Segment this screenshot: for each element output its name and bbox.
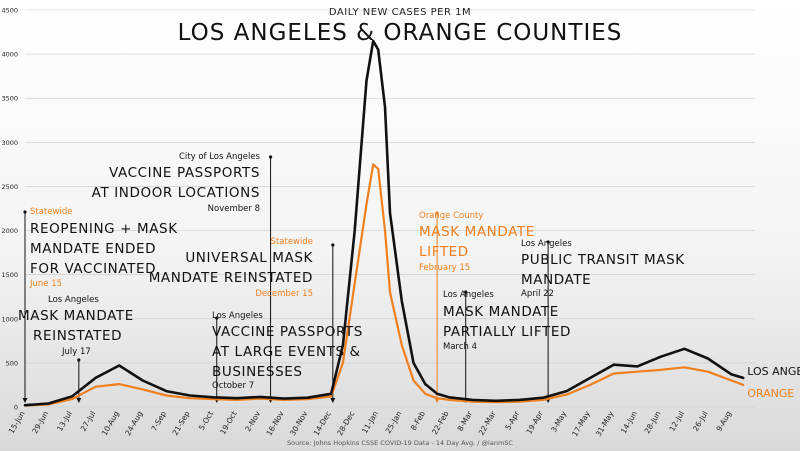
x-tick-label: 13-Jul [55,410,74,433]
series-lines [23,39,745,407]
annotation-2-who: Los Angeles [48,295,99,305]
annotation-8-date: April 22 [521,289,554,299]
x-tick-label: 21-Sep [171,409,192,437]
x-tick-label: 12-Jul [667,410,686,433]
x-axis-ticks: 15-Jun 29-Jun 13-Jul 27-Jul 10-Aug 24-Aug 7-Se… [7,409,734,438]
series-label-los-angeles: LOS ANGELES [747,365,800,378]
event-marker-dot-8 [546,240,550,244]
series-labels: LOS ANGELES ORANGE [747,365,800,400]
x-tick-label: 28-Dec [335,410,356,438]
annotation-2-date: July 17 [62,347,91,357]
annotation-5-line2: MANDATE REINSTATED [148,270,313,286]
annotation-7-line2: PARTIALLY LIFTED [443,324,571,340]
x-tick-label: 10-Aug [100,409,121,437]
annotation-1-who: Statewide [30,207,73,217]
y-tick-label: 2500 [1,183,18,191]
event-marker-dot-4 [268,155,273,159]
annotation-6-date: February 15 [419,263,471,273]
x-tick-label: 16-Nov [265,409,287,437]
x-tick-label: 7-Sep [149,409,168,432]
annotation-3-date: October 7 [212,381,255,391]
annotation-4-date: November 8 [207,204,260,214]
annotation-3-line2: AT LARGE EVENTS & [212,344,361,360]
x-tick-label: 19-Oct [218,409,239,436]
annotation-7-who: Los Angeles [443,290,494,300]
series-line-los-angeles [23,39,745,407]
event-marker-arrow-1 [22,398,28,403]
x-tick-label: 15-Jun [7,409,27,435]
x-tick-label: 8-Feb [409,409,427,432]
event-marker-dot-7 [464,290,468,294]
annotation-5-date: December 15 [255,289,313,299]
x-tick-label: 5-Oct [197,409,215,431]
series-label-orange: ORANGE [747,387,794,400]
annotation-3-line3: BUSINESSES [212,364,303,380]
x-tick-label: 14-Dec [312,410,333,438]
x-tick-label: 22-Feb [430,409,451,436]
annotation-8-line1: PUBLIC TRANSIT MASK [521,252,685,268]
y-tick-label: 2000 [1,227,18,235]
y-tick-label: 1000 [1,315,18,323]
annotation-8-line2: MANDATE [521,272,592,288]
x-tick-label: 19-Apr [524,409,545,436]
x-tick-label: 30-Nov [288,409,310,437]
x-tick-label: 31-May [594,409,616,438]
x-tick-label: 27-Jul [79,410,98,433]
x-tick-label: 11-Jan [360,409,380,435]
x-tick-label: 9-Aug [714,409,733,433]
series-line-orange [23,163,745,407]
y-tick-label: 0 [14,404,18,412]
annotation-2-line2: REINSTATED [33,328,123,344]
annotation-3-line1: VACCINE PASSPORTS [212,324,363,340]
event-markers [22,155,551,403]
x-tick-label: 14-Jun [619,409,639,435]
source-note: Source: Johns Hopkins CSSE COVID-19 Data… [287,439,513,447]
annotation-5-line1: UNIVERSAL MASK [185,250,313,266]
x-tick-label: 26-Jul [691,410,710,433]
y-axis-ticks: 0 500 1000 1500 2000 2500 3000 3500 4000 4500 [1,7,18,412]
x-tick-label: 22-Mar [477,409,498,437]
annotation-1-date: June 15 [30,279,63,289]
event-marker-dot-6 [435,211,439,215]
y-tick-label: 4500 [1,7,18,15]
x-tick-label: 5-Apr [503,409,521,432]
annotation-5-who: Statewide [270,237,313,247]
chart-title: LOS ANGELES & ORANGE COUNTIES [177,20,623,46]
annotation-6-line1: MASK MANDATE [419,224,535,240]
y-tick-label: 4000 [1,51,18,59]
annotation-4-line1: VACCINE PASSPORTS [109,165,260,181]
event-marker-dot-2 [77,358,81,362]
x-tick-label: 17-May [570,409,592,438]
event-marker-arrow-5 [330,398,336,403]
event-marker-arrow-2 [76,398,82,403]
annotation-7-date: March 4 [443,342,478,352]
annotation-8-who: Los Angeles [521,239,572,249]
y-tick-label: 1500 [1,271,18,279]
annotation-6-who: Orange County [419,211,484,221]
x-tick-label: 25-Jan [384,409,404,435]
annotation-6-line2: LIFTED [419,244,469,260]
annotation-1-line1: REOPENING + MASK [30,221,178,237]
y-tick-label: 500 [6,359,18,367]
x-tick-label: 2-Nov [243,409,262,433]
x-tick-label: 24-Aug [123,409,144,437]
annotation-2-line1: MASK MANDATE [18,308,134,324]
event-marker-dot-5 [331,243,335,247]
x-tick-label: 28-Jun [643,409,663,435]
annotation-1-line2: MANDATE ENDED [30,241,157,257]
annotation-7-line1: MASK MANDATE [443,304,559,320]
x-tick-label: 29-Jun [30,409,50,435]
annotation-4-line2: AT INDOOR LOCATIONS [91,185,260,201]
event-marker-dot-1 [23,210,27,214]
x-tick-label: 3-May [549,409,569,434]
x-tick-label: 8-Mar [456,409,475,433]
annotation-3-who: Los Angeles [212,311,263,321]
annotation-4-who: City of Los Angeles [178,152,260,162]
event-marker-dot-3 [215,316,219,320]
chart-subtitle: DAILY NEW CASES PER 1M [328,7,472,18]
y-tick-label: 3500 [1,95,18,103]
y-tick-label: 3000 [1,139,18,147]
annotation-1-line3: FOR VACCINATED [30,261,157,277]
